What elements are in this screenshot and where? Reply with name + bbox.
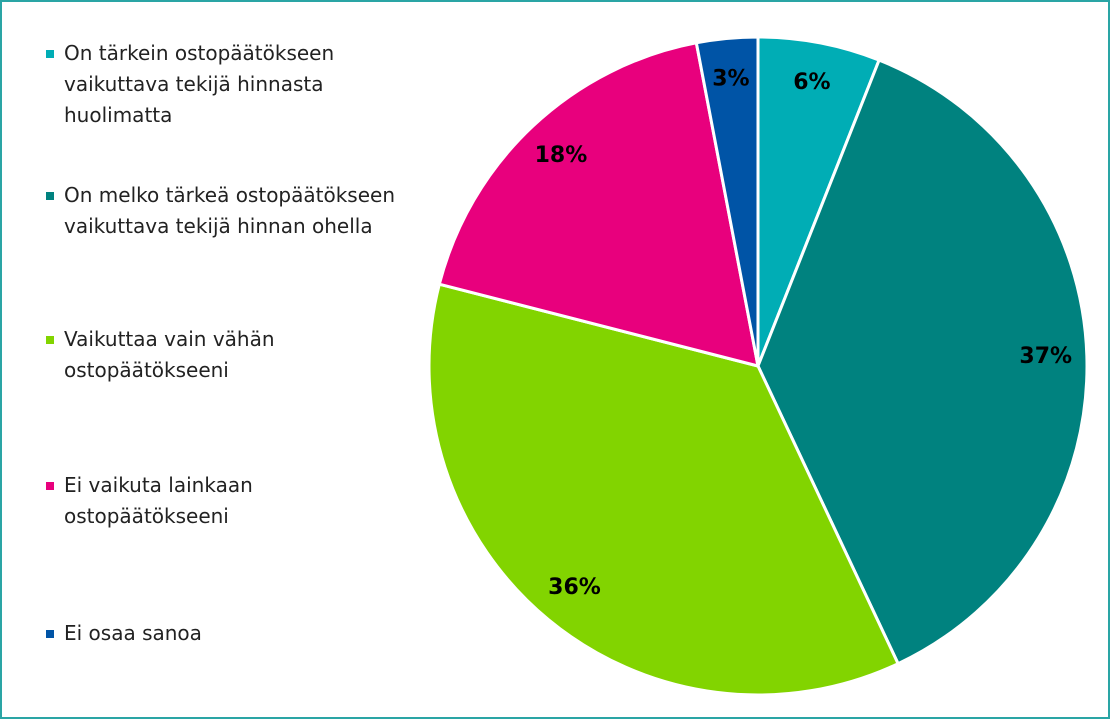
legend-label: Ei osaa sanoa	[64, 621, 202, 645]
legend-swatch	[46, 630, 54, 638]
legend-item: On melko tärkeä ostopäätökseen vaikuttav…	[46, 180, 396, 242]
data-label: 36%	[548, 575, 601, 600]
pie-slice	[437, 41, 760, 369]
legend-label: On melko tärkeä ostopäätökseen vaikuttav…	[64, 183, 395, 238]
legend-swatch	[46, 482, 54, 490]
legend-swatch	[46, 192, 54, 200]
data-label: 3%	[712, 66, 749, 91]
legend-swatch	[46, 336, 54, 344]
pie-slice	[756, 35, 882, 367]
legend-item: On tärkein ostopäätökseen vaikuttava tek…	[46, 38, 396, 131]
legend-item: Vaikuttaa vain vähän ostopäätökseeni	[46, 324, 396, 386]
legend-label: Vaikuttaa vain vähän ostopäätökseeni	[64, 327, 275, 382]
legend-swatch	[46, 50, 54, 58]
legend-item: Ei osaa sanoa	[46, 618, 396, 649]
legend-item: Ei vaikuta lainkaan ostopäätökseeni	[46, 470, 396, 532]
data-label: 6%	[793, 70, 830, 95]
legend-label: On tärkein ostopäätökseen vaikuttava tek…	[64, 41, 335, 127]
legend-label: Ei vaikuta lainkaan ostopäätökseeni	[64, 473, 253, 528]
pie-slice	[427, 282, 901, 697]
pie-slice	[694, 35, 760, 367]
pie-slice	[756, 58, 1089, 666]
data-label: 37%	[1019, 344, 1072, 369]
data-label: 18%	[535, 143, 588, 168]
